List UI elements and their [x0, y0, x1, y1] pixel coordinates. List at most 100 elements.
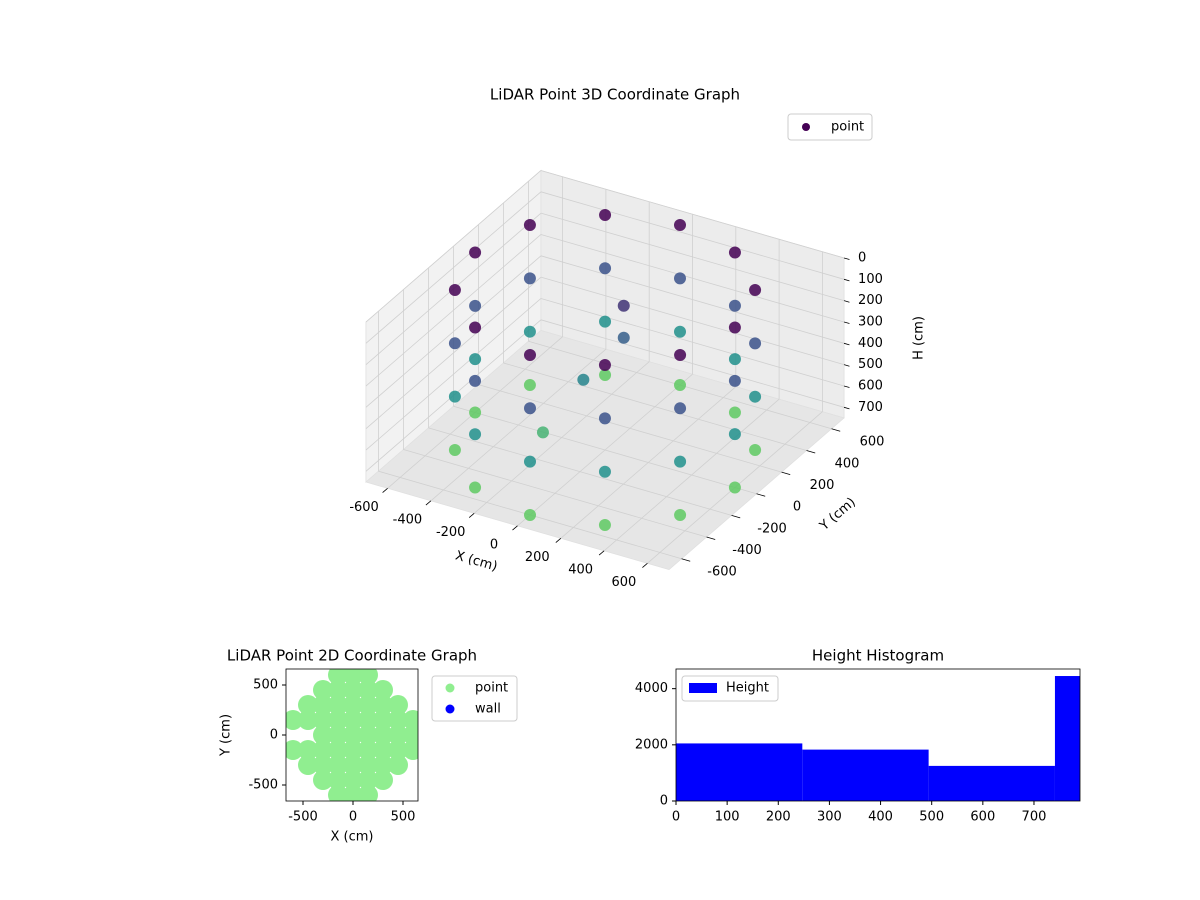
grid-line [365, 298, 542, 451]
point [728, 406, 741, 419]
bar [802, 749, 929, 801]
chart-title: LiDAR Point 3D Coordinate Graph [490, 86, 740, 104]
point [403, 725, 418, 745]
point [577, 373, 590, 386]
y-tick-label: 500 [253, 678, 278, 693]
point [358, 770, 378, 790]
point [403, 710, 418, 730]
point [523, 219, 536, 232]
tick-mark [731, 515, 741, 519]
point [728, 428, 741, 441]
point [358, 710, 378, 730]
point [313, 740, 333, 760]
point [313, 725, 333, 745]
z-tick-label: 700 [858, 400, 883, 415]
y-tick-label: 0 [660, 794, 668, 809]
point [749, 390, 762, 403]
y-tick-label: 0 [270, 728, 278, 743]
tick-mark [756, 493, 766, 497]
legend-marker [445, 683, 455, 693]
point [674, 455, 687, 468]
point [523, 379, 536, 392]
point [388, 725, 408, 745]
tick-mark [843, 321, 850, 324]
tick-mark [843, 406, 850, 410]
x-tick-label: 0 [490, 537, 498, 552]
grid-line [540, 170, 845, 259]
point [343, 740, 363, 760]
point [674, 325, 686, 338]
z-axis-label: H (cm) [912, 316, 927, 360]
point [728, 246, 741, 259]
point [373, 770, 393, 790]
z-tick-label: 0 [858, 250, 866, 265]
point [343, 710, 363, 730]
point [469, 321, 482, 334]
z-tick-label: 100 [858, 272, 883, 287]
point [728, 321, 741, 334]
grid-line [365, 191, 542, 344]
point [448, 337, 461, 350]
tick-mark [706, 536, 716, 540]
x-tick-label: 400 [868, 810, 893, 825]
point [343, 785, 363, 801]
point [523, 325, 536, 338]
point [313, 710, 333, 730]
y-tick-label: -500 [248, 778, 278, 793]
chart-title: Height Histogram [812, 647, 944, 665]
point [388, 695, 408, 715]
point [388, 740, 408, 760]
y-tick-label: 200 [810, 478, 835, 493]
grid-line [540, 234, 845, 323]
point [599, 262, 612, 275]
point [328, 770, 348, 790]
y-tick-label: -200 [757, 521, 787, 536]
plot-area [286, 669, 418, 801]
point [448, 390, 461, 403]
point [343, 725, 363, 745]
point [298, 710, 318, 730]
x-tick-label: 100 [715, 810, 740, 825]
point [373, 725, 393, 745]
x-tick-label: 600 [970, 810, 995, 825]
tick-mark [806, 450, 816, 454]
point [328, 669, 348, 685]
point [674, 348, 687, 361]
point [388, 710, 408, 730]
point [286, 710, 303, 730]
point [599, 208, 612, 221]
x-tick-label: 500 [391, 810, 416, 825]
bar [676, 743, 803, 801]
x-tick-label: 300 [817, 810, 842, 825]
grid-line [428, 427, 732, 516]
x-tick-label: 500 [919, 810, 944, 825]
point [469, 299, 482, 312]
point [328, 710, 348, 730]
point [617, 331, 630, 344]
point [749, 337, 762, 350]
bar [1054, 676, 1080, 801]
x-tick-label: 700 [1022, 810, 1047, 825]
grid-line [403, 449, 707, 538]
tick-mark [382, 487, 388, 493]
point [313, 680, 333, 700]
point [448, 283, 461, 296]
legend-label: wall [475, 702, 501, 717]
grid-line [540, 191, 845, 280]
x-tick-label: -400 [393, 512, 423, 527]
grid-line [540, 255, 845, 344]
point [373, 755, 393, 775]
y-tick-label: 2000 [635, 737, 668, 752]
y-tick-label: 4000 [635, 681, 668, 696]
grid-line [453, 405, 757, 495]
x-tick-label: 0 [672, 810, 680, 825]
point [388, 755, 408, 775]
axes-frame [675, 668, 1081, 802]
x-tick-label: -500 [288, 810, 318, 825]
y-tick-label: -400 [732, 543, 762, 558]
tick-mark [843, 342, 850, 346]
x-tick-label: 0 [349, 810, 357, 825]
point [598, 465, 611, 478]
legend-marker [445, 704, 455, 714]
